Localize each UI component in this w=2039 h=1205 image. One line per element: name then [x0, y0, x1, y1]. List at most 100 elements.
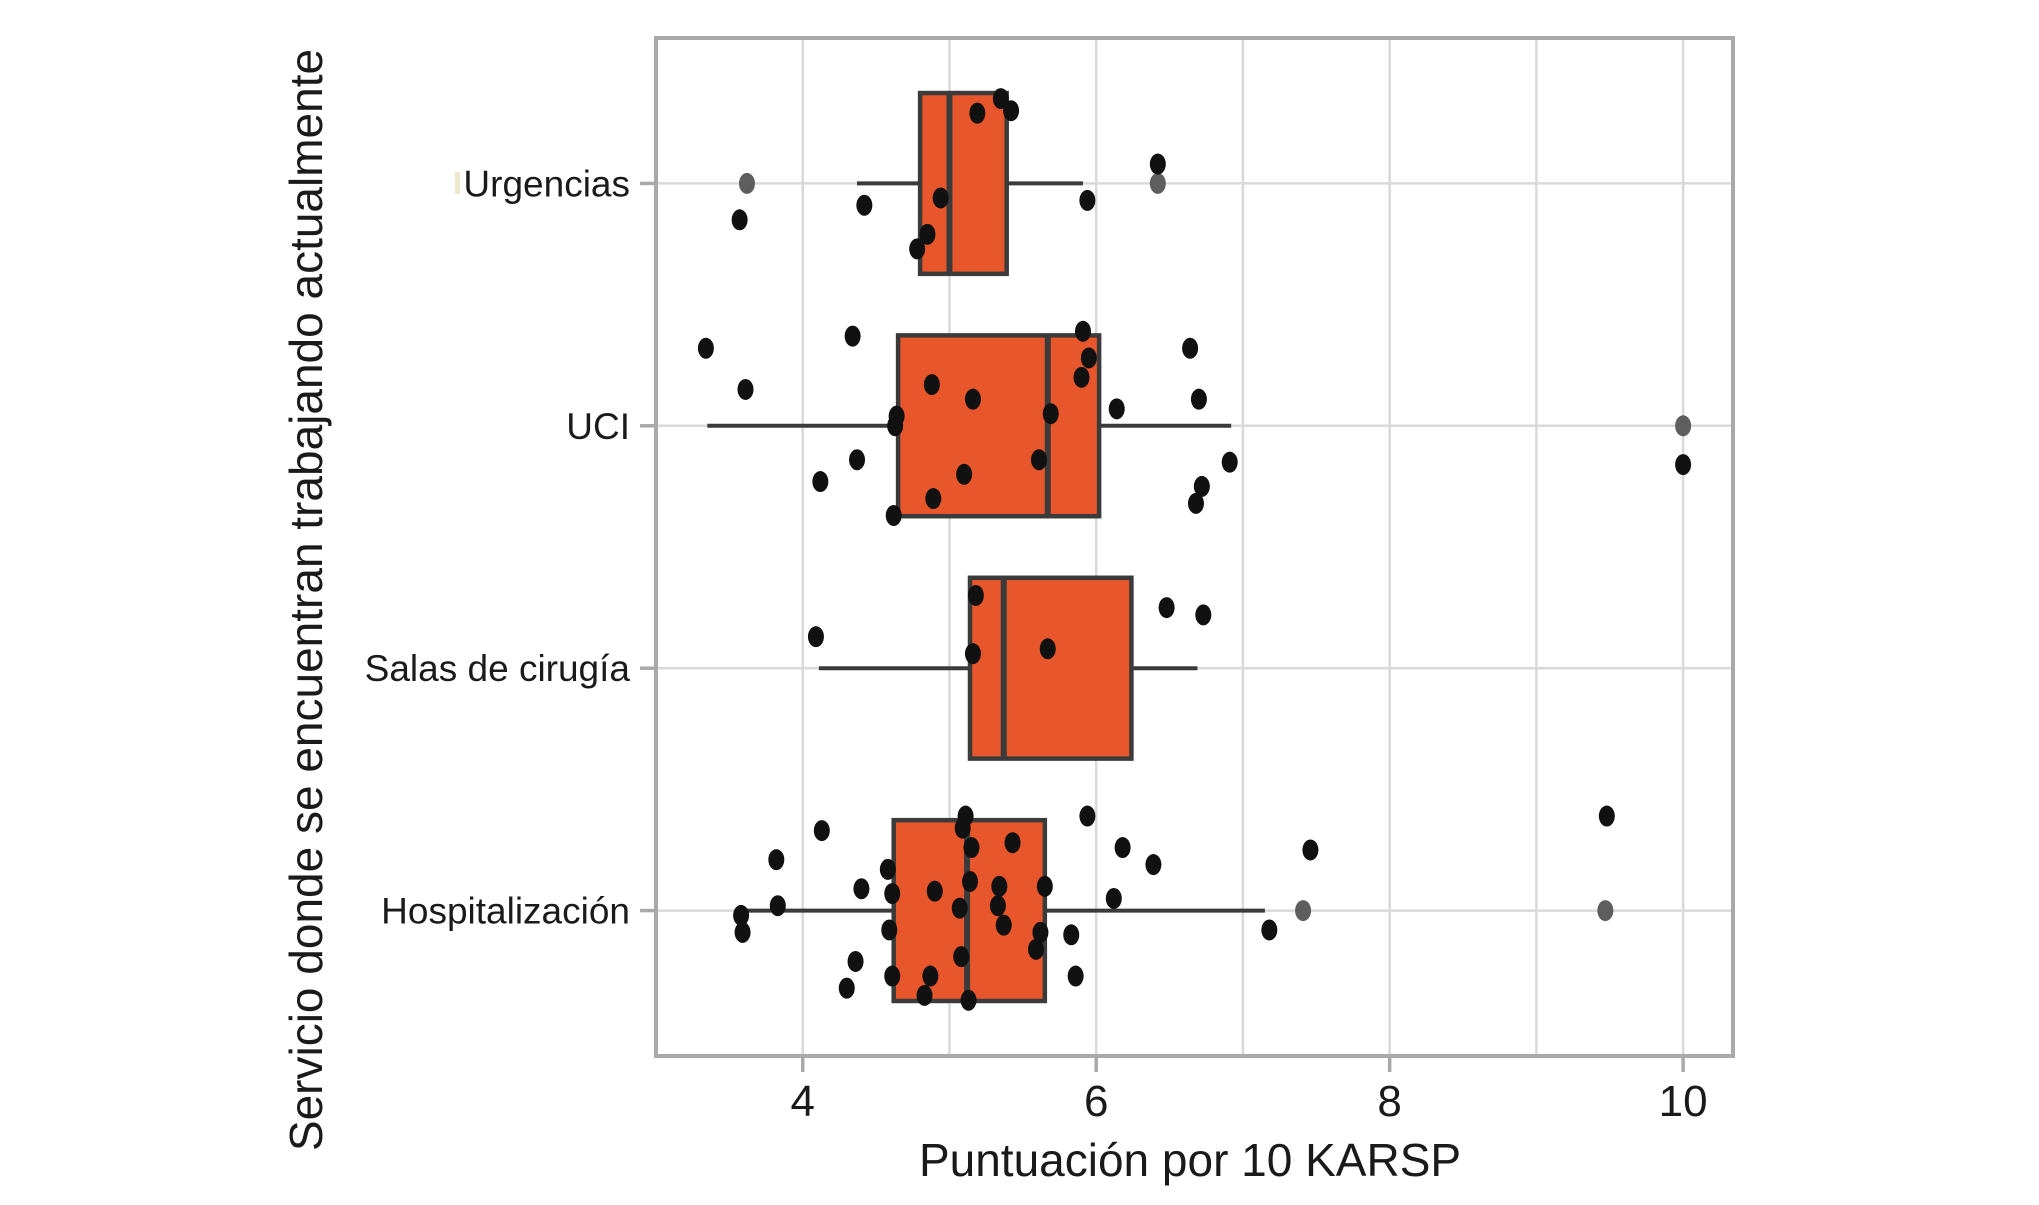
outlier-point: [1149, 172, 1166, 194]
data-point: [737, 378, 754, 400]
data-point: [1108, 398, 1125, 420]
data-point: [1145, 854, 1162, 876]
data-point: [838, 977, 855, 999]
data-point: [926, 880, 943, 902]
data-point: [884, 883, 901, 905]
data-point: [1190, 388, 1207, 410]
outlier-point: [738, 172, 755, 194]
data-point: [769, 895, 786, 917]
points-layer: [697, 88, 1692, 1011]
data-point: [1302, 839, 1319, 861]
data-point: [813, 820, 830, 842]
data-point: [1032, 921, 1049, 943]
data-point: [922, 965, 939, 987]
data-point: [1598, 805, 1615, 827]
data-point: [1028, 938, 1045, 960]
data-point: [1074, 320, 1091, 342]
data-point: [1158, 597, 1175, 619]
data-point: [989, 895, 1006, 917]
data-point: [879, 858, 896, 880]
gridlines-layer: [656, 38, 1733, 1056]
y-category-label: UCI: [566, 406, 630, 447]
data-point: [1105, 887, 1122, 909]
panel-border: [654, 36, 1735, 1058]
y-axis-title: Servicio donde se encuentran trabajando …: [280, 49, 332, 1151]
data-point: [964, 643, 981, 665]
data-point: [1187, 492, 1204, 514]
axis-ticks-layer: [640, 181, 1685, 1072]
data-point: [923, 374, 940, 396]
data-point: [1030, 449, 1047, 471]
data-point: [844, 325, 861, 347]
data-point: [962, 870, 979, 892]
data-point: [925, 488, 942, 510]
data-point: [992, 88, 1009, 110]
data-point: [697, 337, 714, 359]
data-point: [881, 919, 898, 941]
axis-labels-layer: 4 6 8 10 Urgencias UCI Salas de cirugía Hospita…: [365, 163, 1708, 1126]
box: [967, 575, 1134, 761]
data-point: [1675, 454, 1692, 476]
data-point: [1193, 475, 1210, 497]
x-tick-label: 8: [1377, 1077, 1401, 1126]
data-point: [956, 463, 973, 485]
data-point: [1004, 832, 1021, 854]
data-point: [1073, 366, 1090, 388]
data-point: [1221, 451, 1238, 473]
data-point: [953, 946, 970, 968]
data-point: [954, 817, 971, 839]
data-point: [887, 415, 904, 437]
data-point: [909, 238, 926, 260]
data-point: [807, 626, 824, 648]
data-point: [1114, 837, 1131, 859]
box: [917, 90, 1009, 277]
outlier-point: [1675, 415, 1692, 437]
box: [895, 333, 1102, 519]
data-point: [932, 187, 949, 209]
data-point: [812, 471, 829, 493]
boxes-layer: [707, 90, 1265, 1004]
data-point: [951, 897, 968, 919]
data-point: [849, 449, 866, 471]
y-category-label: Hospitalización: [381, 891, 630, 932]
data-point: [885, 504, 902, 526]
data-point: [963, 837, 980, 859]
data-point: [1063, 924, 1080, 946]
data-point: [991, 875, 1008, 897]
data-point: [960, 989, 977, 1011]
data-point: [1080, 347, 1097, 369]
data-point: [1079, 805, 1096, 827]
x-tick-label: 10: [1659, 1077, 1708, 1126]
outlier-point: [1295, 900, 1312, 922]
data-point: [1036, 875, 1053, 897]
data-point: [1149, 153, 1166, 175]
panel-border-layer: [654, 36, 1735, 1058]
data-point: [731, 209, 748, 231]
data-point: [768, 849, 785, 871]
stray-mark: [455, 172, 460, 194]
data-point: [853, 878, 870, 900]
x-axis-title: Puntuación por 10 KARSP: [919, 1134, 1461, 1186]
x-tick-label: 4: [790, 1077, 814, 1126]
data-point: [919, 223, 936, 245]
data-point: [1067, 965, 1084, 987]
y-category-label: Urgencias: [463, 163, 630, 204]
data-point: [1261, 919, 1278, 941]
data-point: [1039, 638, 1056, 660]
data-point: [967, 584, 984, 606]
data-point: [1079, 189, 1096, 211]
data-point: [969, 102, 986, 124]
data-point: [1042, 403, 1059, 425]
x-tick-label: 6: [1084, 1077, 1108, 1126]
data-point: [916, 984, 933, 1006]
data-point: [847, 950, 864, 972]
data-point: [734, 921, 751, 943]
data-point: [856, 194, 873, 216]
data-point: [1182, 337, 1199, 359]
data-point: [733, 904, 750, 926]
data-point: [995, 914, 1012, 936]
data-point: [1195, 604, 1212, 626]
data-point: [884, 965, 901, 987]
